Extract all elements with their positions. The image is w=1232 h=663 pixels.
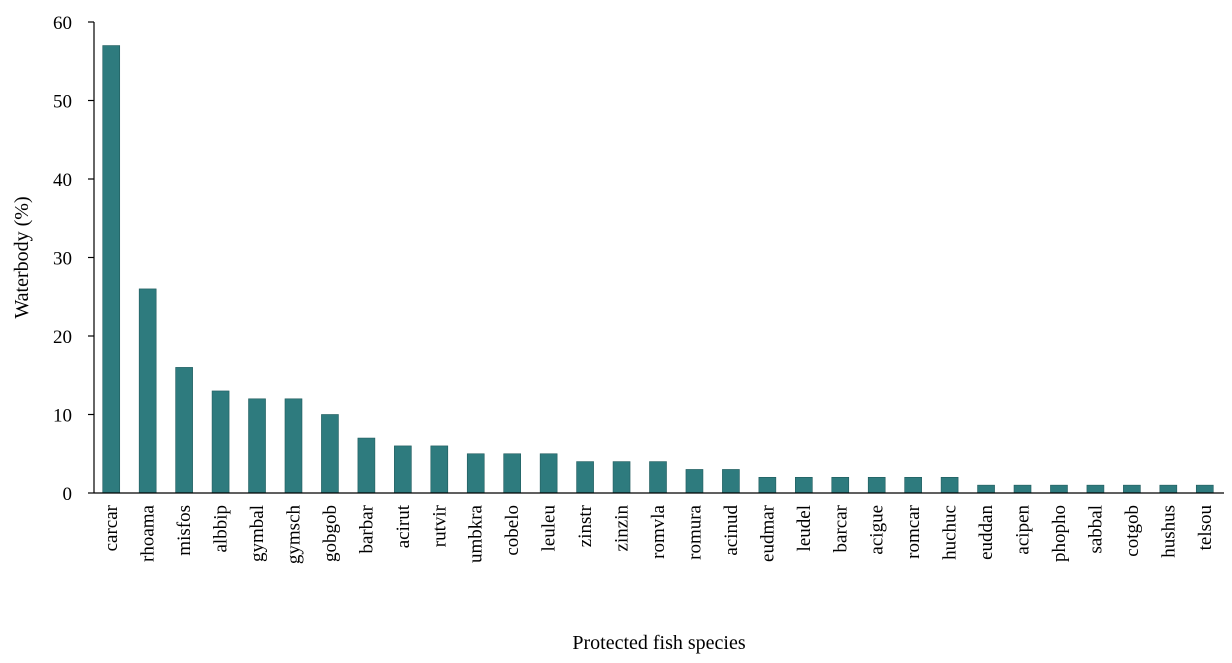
- y-tick-label: 40: [53, 170, 72, 191]
- x-tick-label-romura: romura: [684, 504, 705, 559]
- bar-rhoama: [138, 288, 157, 494]
- x-tick-label-rhoama: rhoama: [138, 504, 159, 562]
- bar-acinud: [722, 469, 740, 494]
- bar-huchuc: [940, 476, 959, 494]
- bar-leudel: [795, 476, 813, 494]
- x-tick-label-acigue: acigue: [867, 505, 888, 555]
- y-axis-ticks: 0 10 20 30 40 50 60: [53, 13, 94, 505]
- x-tick-label-gymbal: gymbal: [247, 505, 268, 562]
- x-tick-label-euddan: euddan: [976, 505, 997, 560]
- bar-gymbal: [248, 398, 266, 494]
- bar-cobelo: [503, 453, 521, 494]
- y-tick-label: 20: [53, 327, 72, 348]
- x-tick-label-acinud: acinud: [721, 505, 742, 556]
- bar-romvla: [649, 461, 667, 494]
- bars-group: [102, 45, 1214, 494]
- x-tick-label-misfos: misfos: [174, 505, 195, 556]
- x-tick-label-gymsch: gymsch: [283, 505, 304, 565]
- bar-umbkra: [466, 453, 485, 494]
- x-axis-title: Protected fish species: [572, 632, 745, 654]
- bar-hushus: [1159, 484, 1178, 494]
- bar-phopho: [1050, 484, 1068, 494]
- x-tick-label-acirut: acirut: [393, 504, 414, 548]
- bar-eudmar: [758, 476, 777, 494]
- x-tick-label-zinstr: zinstr: [575, 504, 596, 547]
- bar-zinzin: [612, 461, 631, 494]
- x-tick-label-umbkra: umbkra: [466, 504, 487, 563]
- y-tick-label: 60: [53, 13, 72, 34]
- x-tick-label-eudmar: eudmar: [757, 504, 778, 562]
- y-tick-label: 10: [53, 406, 72, 427]
- y-tick-label: 30: [53, 249, 72, 270]
- x-tick-label-phopho: phopho: [1049, 505, 1070, 562]
- x-tick-label-huchuc: huchuc: [940, 505, 961, 560]
- bar-acirut: [394, 445, 412, 494]
- bar-sabbal: [1086, 484, 1105, 494]
- bar-romcar: [904, 476, 922, 494]
- bar-rutvir: [430, 445, 449, 494]
- x-tick-label-romcar: romcar: [903, 504, 924, 558]
- x-tick-label-telsou: telsou: [1195, 505, 1216, 551]
- x-axis-category-labels: carcar rhoama misfos albbip gymbal gymsch gobg…: [101, 504, 1216, 564]
- bar-gobgob: [321, 414, 339, 494]
- bar-cotgob: [1123, 484, 1141, 494]
- bar-gymsch: [284, 398, 303, 494]
- bar-barcar: [831, 476, 850, 494]
- x-tick-label-rutvir: rutvir: [429, 504, 450, 547]
- bar-leuleu: [539, 453, 558, 494]
- y-tick-label: 0: [63, 484, 73, 505]
- x-tick-label-leudel: leudel: [794, 505, 815, 551]
- bar-zinstr: [576, 461, 594, 494]
- bar-misfos: [175, 367, 193, 494]
- x-tick-label-albbip: albbip: [211, 505, 232, 553]
- bar-euddan: [977, 484, 995, 494]
- bar-acipen: [1013, 484, 1032, 494]
- x-tick-label-zinzin: zinzin: [612, 505, 633, 552]
- y-tick-label: 50: [53, 92, 72, 113]
- x-tick-label-barcar: barcar: [830, 504, 851, 552]
- x-tick-label-cotgob: cotgob: [1122, 505, 1143, 557]
- x-tick-label-barbar: barbar: [356, 504, 377, 553]
- bar-acigue: [867, 476, 886, 494]
- bar-barbar: [357, 437, 376, 494]
- bar-albbip: [211, 390, 230, 494]
- bar-carcar: [102, 45, 121, 494]
- x-tick-label-carcar: carcar: [101, 504, 122, 551]
- y-axis-title: Waterbody (%): [11, 196, 33, 318]
- x-tick-label-acipen: acipen: [1013, 505, 1034, 555]
- x-tick-label-romvla: romvla: [648, 504, 669, 558]
- x-tick-label-leuleu: leuleu: [539, 505, 560, 552]
- x-tick-label-cobelo: cobelo: [502, 505, 523, 556]
- bar-telsou: [1195, 484, 1214, 494]
- bar-romura: [685, 469, 704, 494]
- x-tick-label-gobgob: gobgob: [320, 505, 341, 562]
- x-tick-label-hushus: hushus: [1158, 505, 1179, 558]
- x-tick-label-sabbal: sabbal: [1085, 505, 1106, 554]
